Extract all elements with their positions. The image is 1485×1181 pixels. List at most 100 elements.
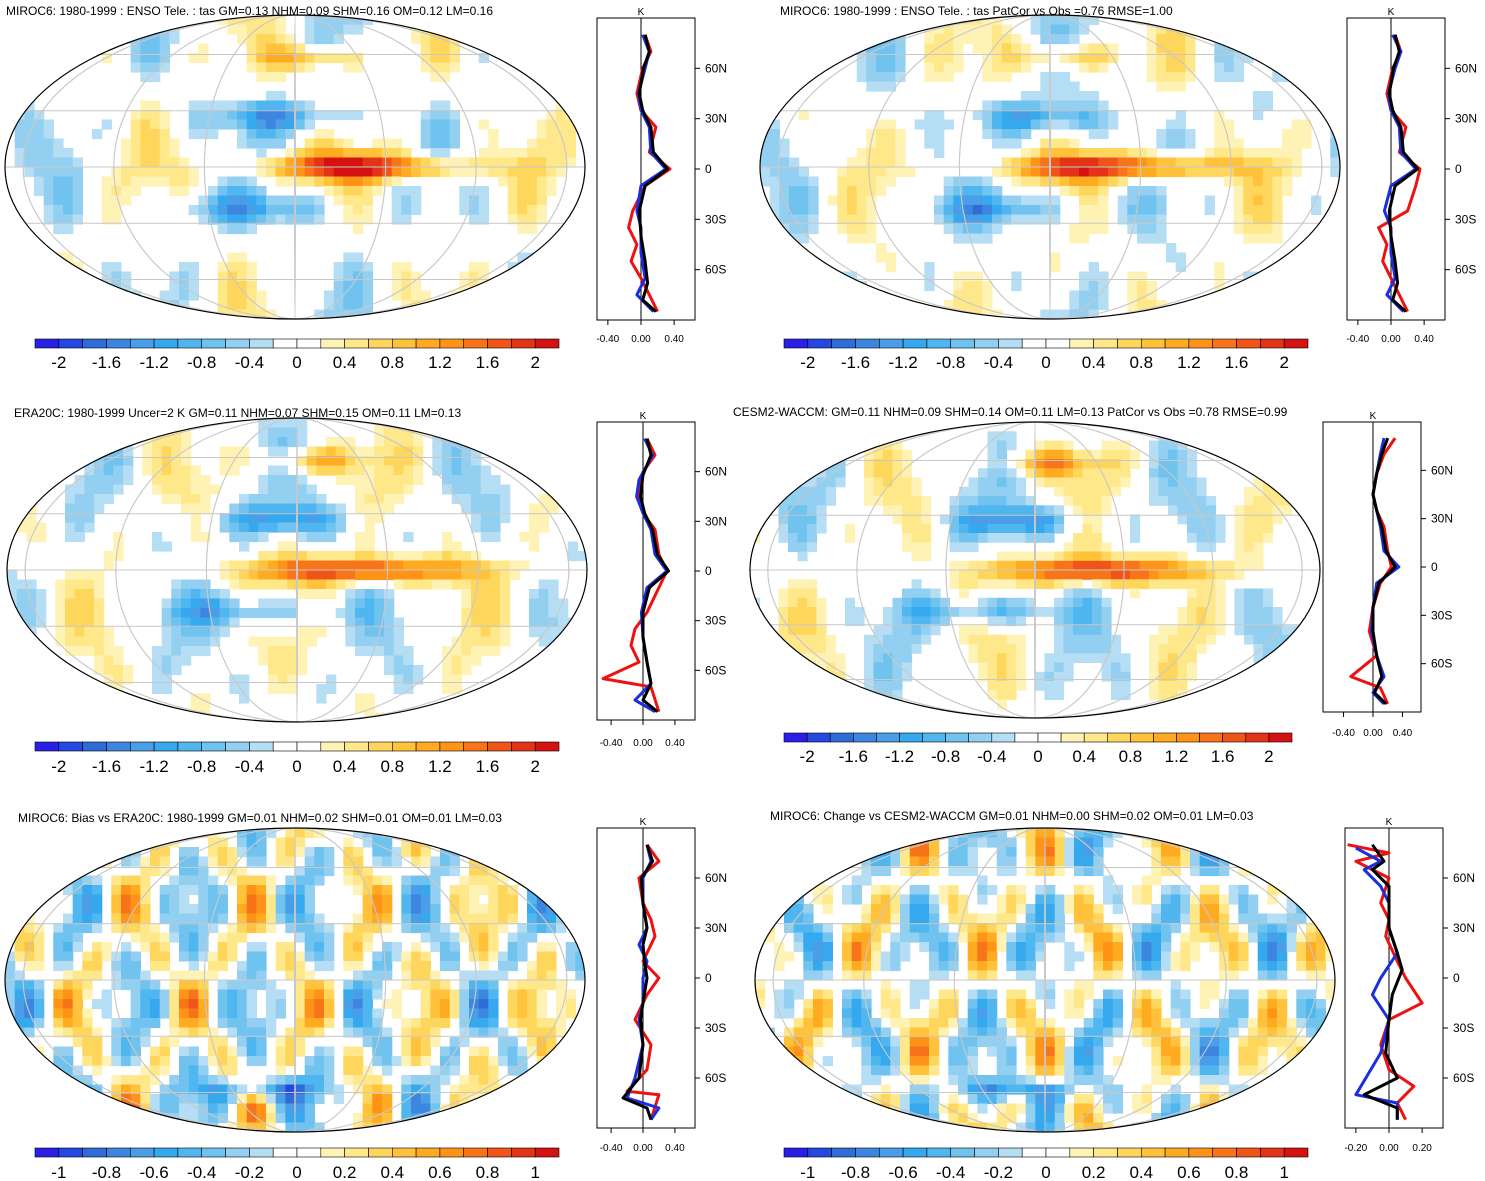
map-cell — [275, 195, 286, 206]
map-cell — [84, 608, 95, 619]
map-cell — [92, 875, 103, 886]
map-cell — [268, 570, 279, 581]
map-cell — [769, 671, 780, 682]
map-cell — [451, 456, 462, 467]
map-cell — [469, 309, 480, 319]
map-cell — [326, 551, 337, 562]
map-cell — [1092, 468, 1103, 479]
map-cell — [210, 627, 221, 638]
map-cell — [1253, 309, 1264, 319]
map-cell — [82, 1018, 93, 1029]
map-cell — [1040, 176, 1051, 187]
map-cell — [565, 53, 576, 64]
map-cell — [895, 34, 906, 45]
map-cell — [902, 671, 913, 682]
map-cell — [403, 674, 414, 685]
colorbar-box — [974, 338, 999, 349]
map-cell — [866, 309, 877, 319]
map-cell — [248, 532, 259, 543]
map-cell — [769, 138, 780, 149]
map-cell — [778, 644, 789, 654]
map-cell — [237, 866, 248, 877]
map-cell — [478, 205, 489, 216]
map-cell — [440, 1056, 451, 1067]
map-cell — [517, 281, 528, 292]
map-cell — [440, 24, 451, 35]
map-cell — [1146, 72, 1157, 83]
map-cell — [217, 1094, 228, 1105]
map-cell — [413, 427, 424, 438]
map-cell — [1233, 309, 1244, 319]
map-cell — [391, 157, 402, 168]
map-cell — [546, 290, 557, 301]
map-cell — [384, 665, 395, 676]
map-cell — [198, 43, 209, 54]
map-cell — [943, 62, 954, 73]
map-cell — [297, 665, 308, 676]
map-cell — [171, 608, 182, 619]
map-cell — [471, 465, 482, 476]
map-cell — [287, 418, 298, 429]
map-cell — [1063, 459, 1074, 469]
map-cell — [924, 72, 935, 83]
map-cell — [150, 157, 161, 168]
map-cell — [1262, 281, 1273, 292]
map-cell — [866, 233, 877, 244]
colorbar-box — [153, 741, 179, 752]
map-cell — [14, 885, 25, 896]
map-cell — [866, 43, 877, 54]
map-cell — [420, 828, 431, 839]
map-cell — [14, 932, 25, 943]
map-cell — [1253, 290, 1264, 301]
map-cell — [256, 129, 267, 140]
map-cell — [1040, 167, 1051, 178]
x-tick-label: 0.00 — [1363, 728, 1383, 739]
map-cell — [577, 665, 587, 676]
map-cell — [1196, 486, 1207, 497]
map-cell — [198, 1094, 209, 1105]
map-cell — [921, 514, 932, 525]
map-cell — [1206, 496, 1217, 506]
map-cell — [992, 15, 1003, 26]
map-cell — [343, 53, 354, 64]
map-cell — [837, 167, 848, 178]
map-cell — [538, 636, 549, 647]
map-cell — [1243, 157, 1254, 168]
map-cell — [420, 157, 431, 168]
map-cell — [1001, 138, 1012, 149]
zonal-series-black — [1371, 437, 1397, 705]
map-cell — [1082, 644, 1093, 654]
map-cell — [1291, 138, 1302, 149]
map-cell — [949, 514, 960, 525]
map-cell — [401, 961, 412, 972]
map-cell — [459, 271, 470, 282]
map-cell — [471, 636, 482, 647]
map-cell — [1054, 468, 1065, 479]
map-cell — [1030, 176, 1041, 187]
colorbar-2: -2 -1.6 -1.2 -0.8 -0.4 0 0.4 0.8 1.2 1.6 2 — [783, 338, 1309, 372]
map-cell — [1079, 309, 1090, 319]
map-cell — [326, 589, 337, 600]
longitude-line — [767, 422, 1303, 718]
map-cell — [179, 300, 190, 311]
map-cell — [227, 866, 238, 877]
map-cell — [1291, 671, 1302, 682]
map-cell — [519, 456, 530, 467]
map-cell — [959, 533, 970, 543]
map-cell — [304, 866, 315, 877]
map-cell — [140, 300, 151, 311]
map-panel-3 — [6, 417, 588, 723]
map-cell — [1214, 167, 1225, 178]
map-cell — [1185, 62, 1196, 73]
map-cell — [798, 205, 809, 216]
colorbar-label: -0.8 — [936, 353, 965, 372]
map-cell — [1137, 195, 1148, 206]
map-cell — [306, 513, 317, 524]
map-cell — [227, 1122, 238, 1132]
map-cell — [353, 999, 364, 1010]
map-cell — [885, 148, 896, 159]
map-cell — [1175, 157, 1186, 168]
map-cell — [200, 589, 211, 600]
map-cell — [343, 281, 354, 292]
map-cell — [1054, 459, 1065, 469]
